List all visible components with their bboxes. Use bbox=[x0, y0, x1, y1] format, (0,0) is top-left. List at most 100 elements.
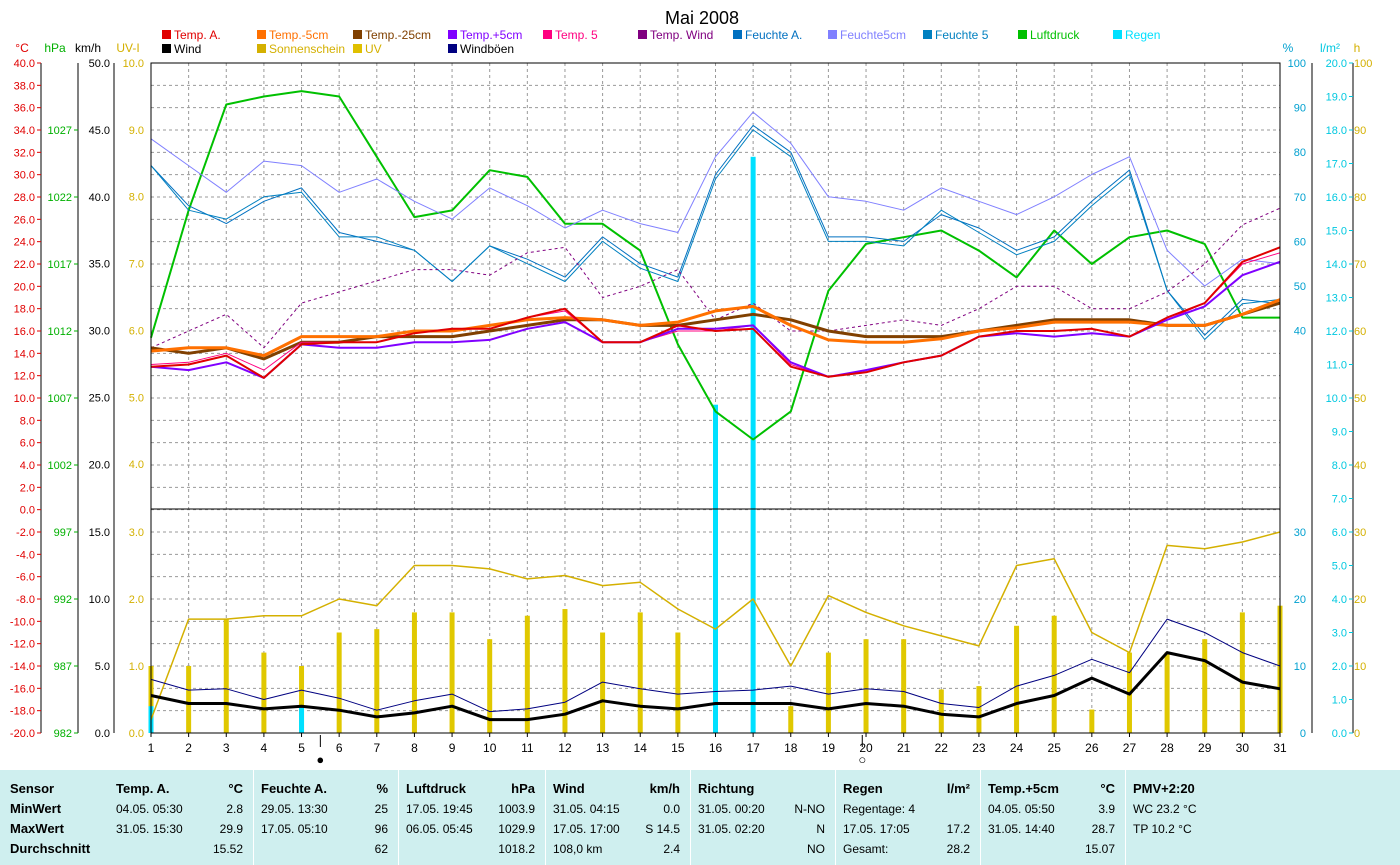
x-tick-label: 9 bbox=[449, 741, 456, 755]
wind-unit: km/h bbox=[75, 41, 101, 55]
x-tick-label: 7 bbox=[373, 741, 380, 755]
x-tick-label: 31 bbox=[1273, 741, 1287, 755]
uv-bar bbox=[1089, 709, 1095, 733]
rain-bar bbox=[713, 404, 718, 733]
stats-block-unit: l/m² bbox=[946, 781, 970, 796]
temp-tick-label: 34.0 bbox=[14, 125, 35, 137]
stats-cell: 17.05. 17:00 bbox=[553, 822, 620, 836]
temp-tick-label: 24.0 bbox=[14, 237, 35, 249]
legend-swatch bbox=[448, 30, 457, 39]
plot-border bbox=[150, 62, 1281, 734]
uv-bar bbox=[223, 619, 229, 733]
temp-tick-label: 28.0 bbox=[14, 192, 35, 204]
rain-bar bbox=[750, 156, 756, 734]
legend-item: Feuchte A. bbox=[745, 28, 802, 42]
stats-row-label: Sensor bbox=[10, 781, 55, 796]
x-axis: 1 2 3 4 5 6 7 8 9 10 11 12 13 14 15 16 17 18 19 20 21 22 23 24 2… bbox=[148, 733, 1287, 767]
rain-tick-label: 1.0 bbox=[1332, 695, 1347, 707]
temp-tick-label: 40.0 bbox=[14, 58, 35, 70]
x-tick-label: 3 bbox=[223, 741, 230, 755]
legend-item: Regen bbox=[1125, 28, 1160, 42]
pressure-tick-label: 1012 bbox=[48, 326, 72, 338]
series-line-feuchte-a- bbox=[150, 124, 1281, 336]
stats-cell: 31.05. 00:20 bbox=[698, 802, 765, 816]
temp-tick-label: -12.0 bbox=[10, 639, 35, 651]
humidity-bottom-tick-label: 20 bbox=[1294, 594, 1306, 606]
stats-block-header: PMV+2:20 bbox=[1133, 781, 1195, 796]
x-tick-label: 29 bbox=[1198, 741, 1212, 755]
temp-tick-label: -6.0 bbox=[16, 572, 35, 584]
series-line-luftdruck bbox=[150, 90, 1280, 441]
legend-swatch bbox=[257, 30, 266, 39]
series-line-temp-a- bbox=[150, 246, 1281, 379]
sun-tick-label: 60 bbox=[1354, 326, 1366, 338]
uv-top-tick-label: 4.0 bbox=[129, 459, 144, 471]
x-tick-label: 17 bbox=[746, 741, 760, 755]
sun-tick-label: 100 bbox=[1354, 58, 1372, 70]
legend-item: Feuchte 5 bbox=[935, 28, 989, 42]
humidity-tick-label: 100 bbox=[1288, 58, 1306, 70]
temp-tick-label: 18.0 bbox=[14, 304, 35, 316]
legend-swatch bbox=[923, 30, 932, 39]
legend-item: Wind bbox=[174, 42, 201, 56]
legend-swatch bbox=[162, 30, 171, 39]
stats-value: 3.9 bbox=[1098, 802, 1115, 816]
humidity-tick-label: 90 bbox=[1294, 103, 1306, 115]
rain-tick-label: 20.0 bbox=[1326, 58, 1347, 70]
rain-tick-label: 16.0 bbox=[1326, 192, 1347, 204]
stats-value: 17.2 bbox=[946, 822, 970, 836]
x-tick-label: 20 bbox=[859, 741, 873, 755]
pressure-tick-label: 1017 bbox=[48, 259, 72, 271]
x-tick-label: 23 bbox=[972, 741, 986, 755]
uv-bar bbox=[600, 632, 606, 733]
uv-bar bbox=[449, 612, 455, 733]
sun-tick-label: 80 bbox=[1354, 192, 1366, 204]
stats-block: Feuchte A.% 29.05. 13:30 25 17.05. 05:10 96 6… bbox=[253, 770, 399, 865]
stats-block-header: Feuchte A. bbox=[261, 781, 327, 796]
x-tick-label: 6 bbox=[336, 741, 343, 755]
temp-tick-label: -2.0 bbox=[16, 527, 35, 539]
legend-swatch bbox=[638, 30, 647, 39]
wind-top-tick-label: 45.0 bbox=[89, 125, 110, 137]
uv-bar bbox=[336, 632, 342, 733]
humidity-tick-label: 70 bbox=[1294, 192, 1306, 204]
stats-block: PMV+2:20 WC 23.2 °C TP 10.2 °C bbox=[1125, 770, 1400, 865]
temp-tick-label: 4.0 bbox=[20, 460, 35, 472]
sun-tick-label: 20 bbox=[1354, 594, 1366, 606]
stats-block-unit: % bbox=[376, 781, 388, 796]
uv-top-tick-label: 5.0 bbox=[129, 392, 144, 404]
rain-tick-label: 4.0 bbox=[1332, 594, 1347, 606]
x-tick-label: 14 bbox=[634, 741, 648, 755]
uv-bar bbox=[299, 666, 305, 733]
temp-tick-label: 0.0 bbox=[20, 505, 35, 517]
legend-swatch bbox=[733, 30, 742, 39]
humidity-tick-label: 50 bbox=[1294, 281, 1306, 293]
legend-swatch bbox=[353, 30, 362, 39]
uv-bottom-tick-label: 0.0 bbox=[129, 728, 144, 740]
rain-tick-label: 10.0 bbox=[1326, 393, 1347, 405]
pressure-tick-label: 1027 bbox=[48, 125, 72, 137]
stats-value: 15.07 bbox=[1084, 842, 1115, 856]
uv-bar bbox=[863, 639, 869, 733]
x-tick-label: 22 bbox=[935, 741, 949, 755]
stats-value: N-NO bbox=[794, 802, 825, 816]
uv-bottom-tick-label: 1.0 bbox=[129, 661, 144, 673]
uv-bar bbox=[1202, 639, 1208, 733]
x-tick-label: 4 bbox=[261, 741, 268, 755]
x-tick-label: 19 bbox=[822, 741, 836, 755]
temp-unit: °C bbox=[15, 41, 29, 55]
stats-block-unit: °C bbox=[1100, 781, 1115, 796]
rain-tick-label: 7.0 bbox=[1332, 494, 1347, 506]
uv-top-tick-label: 10.0 bbox=[123, 58, 144, 70]
legend-swatch bbox=[448, 44, 457, 53]
sun-tick-label: 40 bbox=[1354, 460, 1366, 472]
x-tick-label: 26 bbox=[1085, 741, 1099, 755]
stats-row-label: MinWert bbox=[10, 801, 62, 816]
x-tick-label: 27 bbox=[1123, 741, 1137, 755]
plot-frame bbox=[150, 62, 1281, 734]
temp-tick-label: 30.0 bbox=[14, 170, 35, 182]
stats-block-unit: km/h bbox=[649, 781, 680, 796]
temp-tick-label: 10.0 bbox=[14, 393, 35, 405]
rain-tick-label: 5.0 bbox=[1332, 561, 1347, 573]
stats-value: 28.2 bbox=[946, 842, 970, 856]
